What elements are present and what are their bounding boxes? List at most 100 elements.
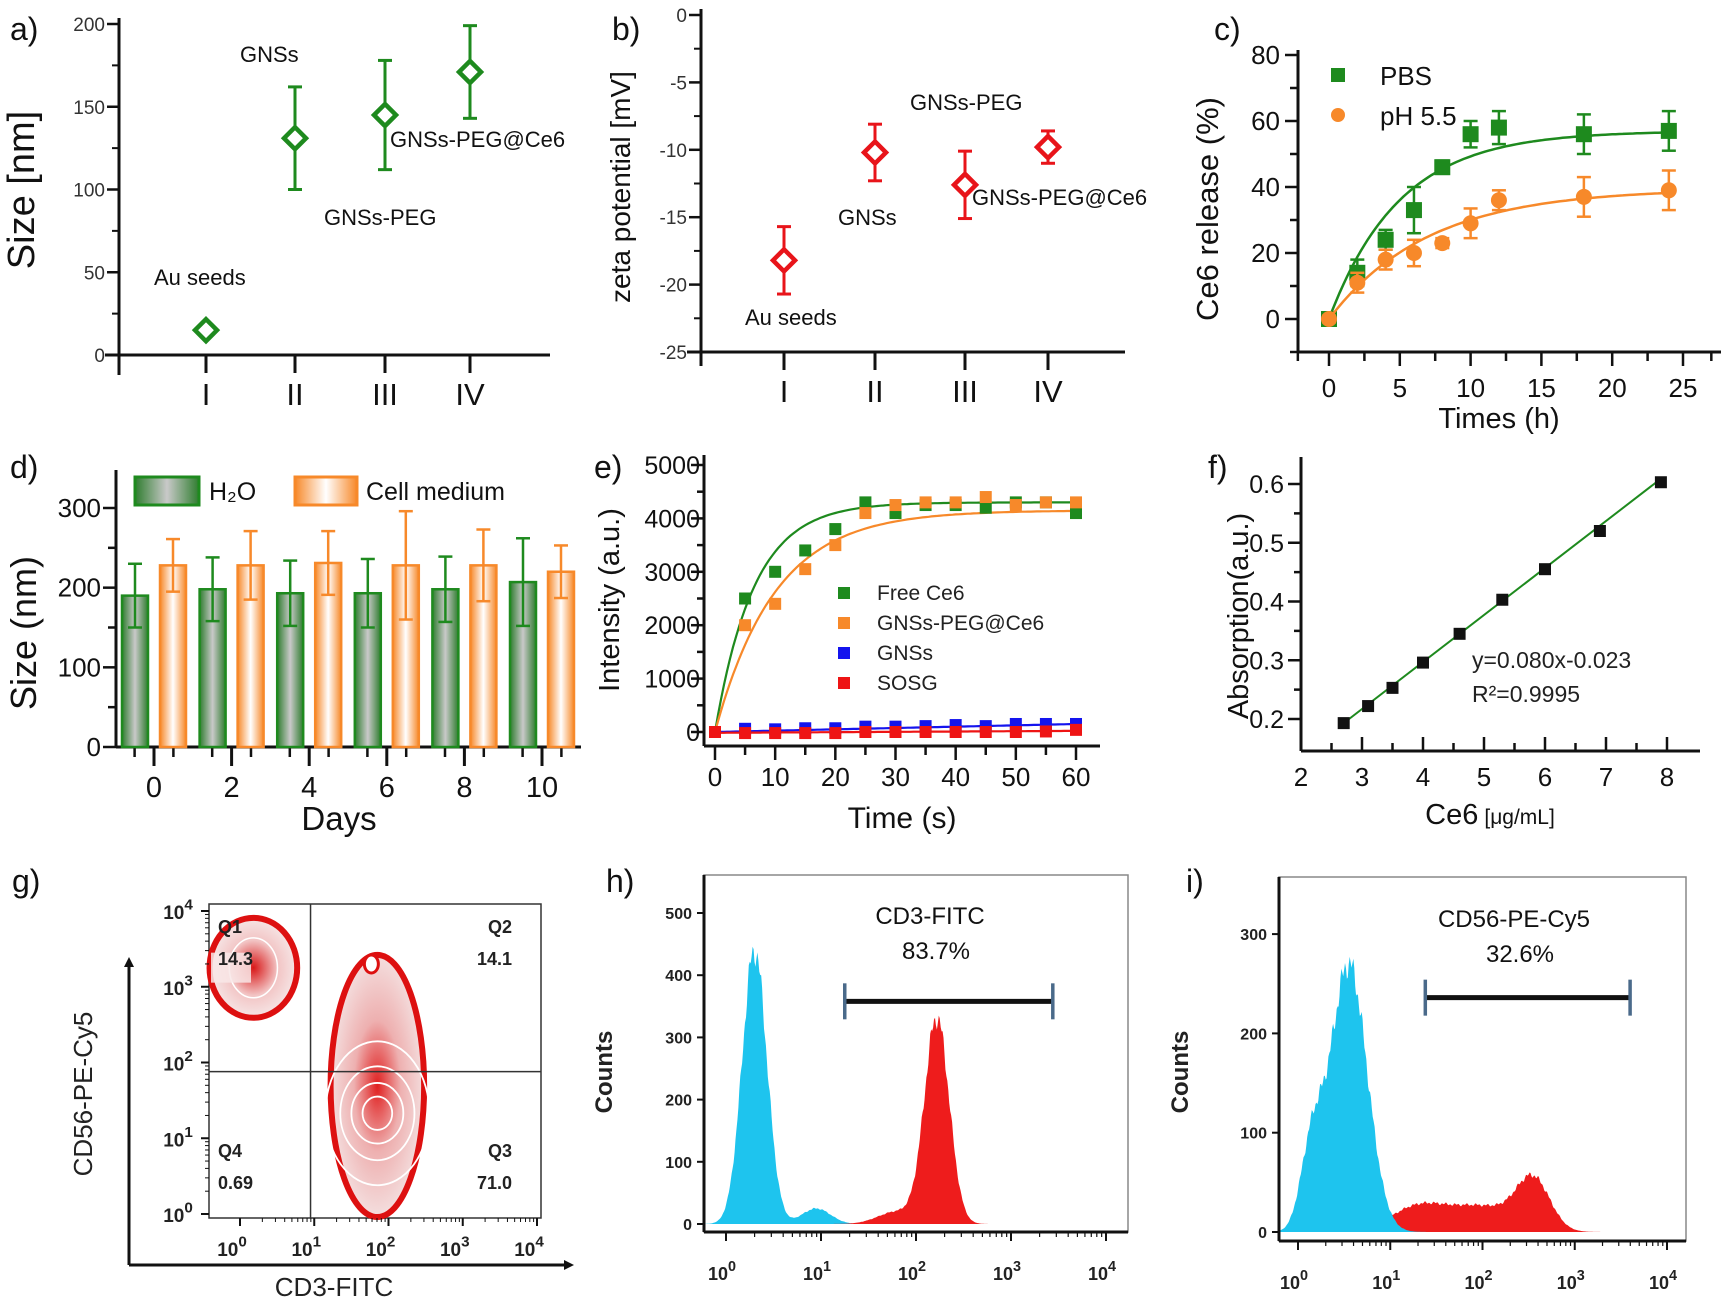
data-point-square [1539, 563, 1551, 576]
legend-swatch [293, 475, 359, 507]
data-point-square [1660, 122, 1677, 139]
tick-exponent: 3 [184, 972, 192, 989]
quadrant-percent: 0.69 [218, 1173, 253, 1193]
panel-label: a) [10, 11, 38, 47]
data-point-square [889, 499, 902, 512]
x-tick-label: III [952, 374, 978, 409]
y-tick-label: 0 [94, 346, 105, 367]
y-tick-label: 0.6 [1249, 471, 1284, 499]
x-axis-label-unit: [μg/mL] [1484, 806, 1554, 829]
y-tick-label: 200 [58, 573, 101, 603]
tick-base: 10 [1280, 1273, 1300, 1293]
y-tick-label: 3000 [644, 559, 700, 587]
y-tick-label: 40 [1251, 172, 1280, 202]
y-tick-label: 0 [1258, 1225, 1267, 1242]
legend-label: Free Ce6 [877, 582, 965, 605]
y-tick-label: 300 [58, 493, 101, 523]
fit-curve [713, 509, 1077, 733]
data-point-square [1453, 627, 1466, 640]
y-tick-label: 100 [163, 1200, 193, 1228]
x-tick-label: 103 [1557, 1268, 1585, 1293]
data-point-square [1070, 723, 1082, 736]
tick-base: 10 [163, 1206, 184, 1227]
y-tick-label: 4000 [644, 505, 700, 533]
data-point-square [769, 727, 782, 740]
data-point-square [979, 726, 992, 738]
y-tick-label: 100 [1240, 1126, 1267, 1143]
legend-label: GNSs [877, 642, 933, 665]
data-point-square [799, 727, 812, 740]
tick-exponent: 2 [918, 1259, 926, 1275]
y-tick-label: -25 [660, 343, 687, 364]
tick-exponent: 0 [1300, 1268, 1308, 1284]
fit-curve [1327, 131, 1669, 320]
data-point-square [889, 726, 902, 738]
quadrant-percent: 14.1 [477, 949, 512, 969]
x-tick-label: IV [1033, 374, 1063, 409]
data-point-circle [1490, 192, 1507, 209]
y-axis-label: Intensity (a.u.) [594, 508, 626, 692]
histogram-area [704, 946, 1128, 1224]
x-tick-label: 5 [1393, 373, 1407, 403]
quadrant-label: Q1 [218, 917, 242, 937]
tick-exponent: 2 [184, 1048, 192, 1065]
quadrant-label: Q2 [488, 917, 512, 937]
data-point-square [1496, 593, 1509, 606]
x-tick-label: 20 [1598, 373, 1627, 403]
tick-exponent: 2 [387, 1234, 395, 1251]
data-point-square [829, 539, 842, 552]
data-point-circle [1660, 182, 1677, 199]
legend-label: pH 5.5 [1380, 101, 1457, 131]
y-axis-label: zeta potential [mV] [605, 71, 636, 303]
x-tick-label: 50 [1001, 762, 1030, 792]
y-tick-label: 0 [87, 732, 101, 762]
data-point-diamond [191, 315, 221, 345]
legend-marker-square [1331, 68, 1345, 82]
data-point-diamond [1033, 132, 1063, 162]
data-point-square [1377, 231, 1394, 248]
y-tick-label: 5000 [644, 452, 700, 480]
point-label: Au seeds [745, 305, 837, 330]
x-tick-label: 10 [761, 762, 790, 792]
x-tick-label: III [372, 377, 398, 412]
y-tick-label: 0.2 [1249, 706, 1284, 734]
tick-exponent: 2 [1485, 1268, 1493, 1284]
data-point-square [979, 491, 992, 504]
legend-marker [838, 617, 850, 629]
x-tick-label: 2 [1294, 762, 1308, 792]
tick-base: 10 [1649, 1273, 1669, 1293]
y-tick-label: 0.5 [1249, 530, 1284, 558]
tick-base: 10 [163, 1055, 184, 1076]
x-axis-label: Days [301, 800, 376, 837]
quadrant-percent: 14.3 [218, 949, 253, 969]
legend-label: GNSs-PEG@Ce6 [877, 612, 1044, 635]
tick-exponent: 4 [1669, 1268, 1677, 1284]
legend-label: H₂O [209, 478, 256, 506]
x-tick-label: 30 [881, 762, 910, 792]
y-tick-label: 102 [163, 1048, 193, 1076]
histogram-area [704, 1015, 1128, 1224]
tick-exponent: 1 [313, 1234, 322, 1251]
data-point-square [1337, 717, 1350, 730]
y-axis-label: Counts [591, 1031, 618, 1114]
tick-base: 10 [898, 1264, 918, 1284]
x-tick-label: 10 [1456, 373, 1485, 403]
y-arrowhead [124, 957, 134, 967]
data-point-square [1434, 159, 1451, 176]
y-tick-label: 300 [665, 1030, 692, 1047]
x-arrowhead [564, 1260, 574, 1270]
tick-base: 10 [163, 1130, 184, 1151]
x-tick-label: 15 [1527, 373, 1556, 403]
tick-base: 10 [163, 979, 184, 1000]
data-point-square [859, 507, 872, 520]
tick-base: 10 [217, 1240, 238, 1261]
histogram-area [1279, 1172, 1686, 1232]
contour-ring [324, 1040, 431, 1187]
panel-label: g) [12, 863, 40, 899]
data-point-square [1405, 202, 1422, 219]
data-point-square [1009, 726, 1022, 738]
contour-hole [362, 953, 380, 975]
x-tick-label: 103 [440, 1234, 470, 1262]
quadrant-label: Q3 [488, 1141, 512, 1161]
x-tick-label: 2 [224, 772, 240, 804]
